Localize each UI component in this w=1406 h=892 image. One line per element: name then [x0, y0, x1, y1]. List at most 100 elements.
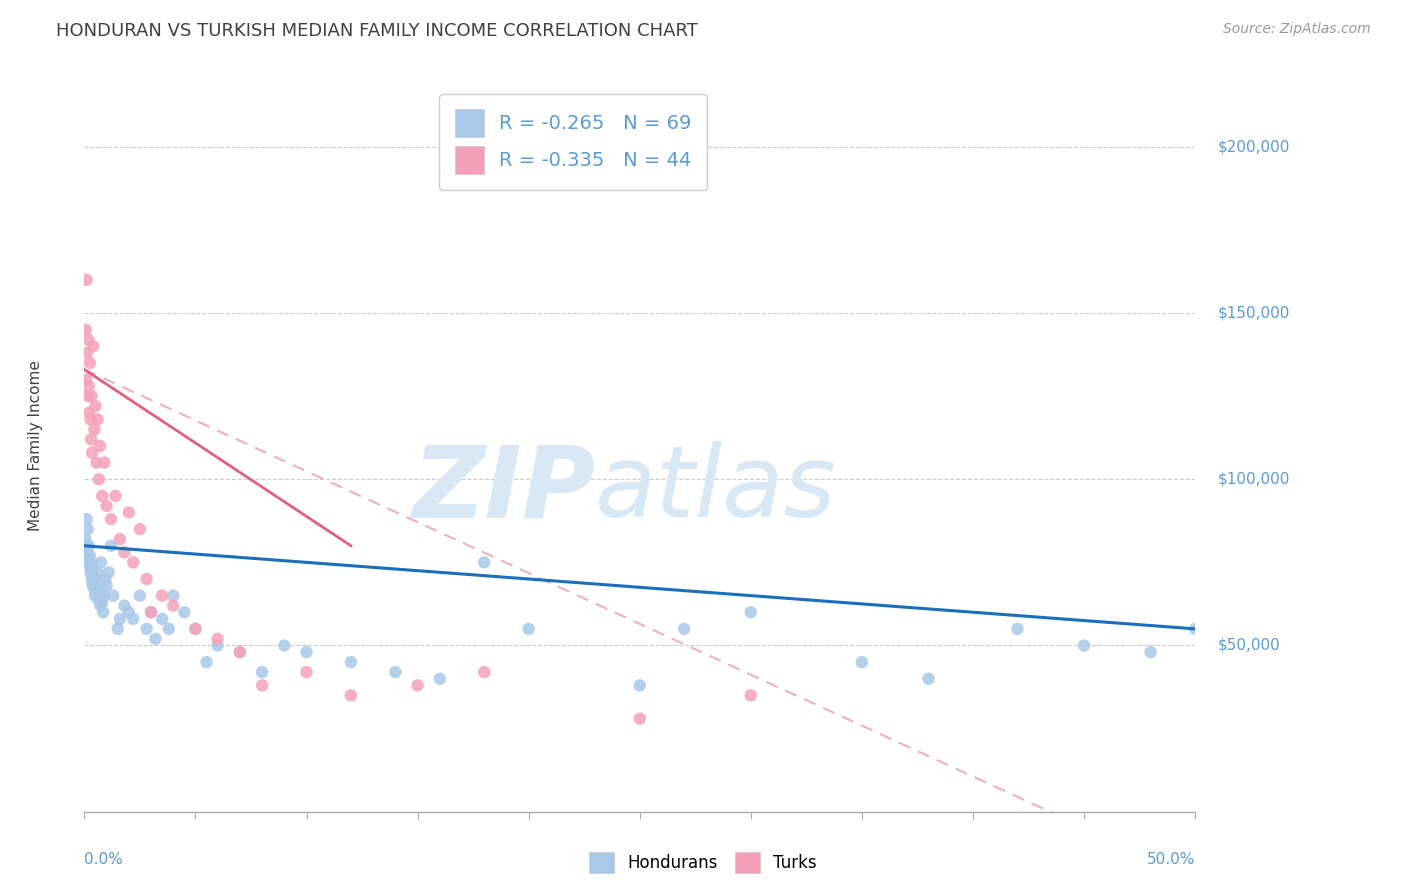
- Point: [295, 665, 318, 679]
- Point: [150, 612, 173, 626]
- Point: [87, 472, 110, 486]
- Text: 50.0%: 50.0%: [1147, 852, 1195, 867]
- Point: [76, 512, 98, 526]
- Point: [1007, 622, 1029, 636]
- Point: [82, 579, 104, 593]
- Point: [83, 422, 105, 436]
- Point: [82, 562, 104, 576]
- Point: [75, 372, 97, 386]
- Point: [1184, 622, 1206, 636]
- Text: HONDURAN VS TURKISH MEDIAN FAMILY INCOME CORRELATION CHART: HONDURAN VS TURKISH MEDIAN FAMILY INCOME…: [56, 22, 699, 40]
- Point: [184, 622, 207, 636]
- Text: $100,000: $100,000: [1218, 472, 1289, 487]
- Point: [122, 612, 145, 626]
- Point: [107, 622, 129, 636]
- Point: [162, 589, 184, 603]
- Point: [86, 579, 108, 593]
- Point: [80, 555, 103, 569]
- Point: [93, 589, 115, 603]
- Point: [89, 589, 111, 603]
- Point: [195, 655, 218, 669]
- Point: [97, 566, 120, 580]
- Point: [86, 566, 108, 580]
- Legend: R = -0.265   N = 69, R = -0.335   N = 44: R = -0.265 N = 69, R = -0.335 N = 44: [439, 94, 707, 189]
- Point: [77, 333, 100, 347]
- Point: [150, 589, 173, 603]
- Point: [103, 589, 125, 603]
- Text: $150,000: $150,000: [1218, 306, 1289, 320]
- Point: [94, 572, 117, 586]
- Point: [77, 379, 100, 393]
- Point: [87, 579, 110, 593]
- Point: [129, 522, 152, 536]
- Point: [250, 678, 273, 692]
- Point: [129, 589, 152, 603]
- Point: [108, 532, 131, 546]
- Point: [207, 639, 229, 653]
- Point: [75, 323, 97, 337]
- Point: [82, 339, 104, 353]
- Point: [80, 389, 103, 403]
- Point: [91, 605, 114, 619]
- Point: [87, 591, 110, 606]
- Point: [472, 665, 495, 679]
- Point: [628, 712, 651, 726]
- Point: [173, 605, 195, 619]
- Point: [406, 678, 429, 692]
- Point: [628, 678, 651, 692]
- Point: [157, 622, 180, 636]
- Point: [77, 539, 100, 553]
- Point: [84, 399, 107, 413]
- Point: [917, 672, 939, 686]
- Point: [76, 273, 98, 287]
- Point: [145, 632, 167, 646]
- Text: ZIP: ZIP: [412, 442, 595, 539]
- Point: [673, 622, 696, 636]
- Point: [84, 572, 107, 586]
- Point: [96, 499, 118, 513]
- Point: [84, 589, 107, 603]
- Point: [91, 595, 114, 609]
- Point: [79, 566, 101, 580]
- Point: [82, 445, 104, 459]
- Point: [77, 558, 100, 573]
- Text: $50,000: $50,000: [1218, 638, 1279, 653]
- Text: atlas: atlas: [595, 442, 837, 539]
- Point: [139, 605, 162, 619]
- Point: [82, 568, 104, 582]
- Point: [96, 579, 118, 593]
- Text: Source: ZipAtlas.com: Source: ZipAtlas.com: [1223, 22, 1371, 37]
- Point: [76, 389, 98, 403]
- Point: [77, 406, 100, 420]
- Point: [112, 599, 135, 613]
- Point: [112, 545, 135, 559]
- Point: [76, 346, 98, 360]
- Point: [80, 572, 103, 586]
- Point: [517, 622, 540, 636]
- Point: [89, 599, 111, 613]
- Point: [851, 655, 873, 669]
- Point: [139, 605, 162, 619]
- Point: [135, 622, 157, 636]
- Legend: Hondurans, Turks: Hondurans, Turks: [582, 846, 824, 880]
- Point: [229, 645, 252, 659]
- Point: [79, 412, 101, 426]
- Point: [340, 655, 363, 669]
- Point: [162, 599, 184, 613]
- Point: [86, 456, 108, 470]
- Point: [80, 433, 103, 447]
- Point: [429, 672, 451, 686]
- Point: [83, 575, 105, 590]
- Text: 0.0%: 0.0%: [84, 852, 124, 867]
- Point: [340, 689, 363, 703]
- Point: [1073, 639, 1095, 653]
- Point: [100, 539, 122, 553]
- Point: [86, 585, 108, 599]
- Point: [75, 539, 97, 553]
- Point: [76, 522, 98, 536]
- Point: [91, 489, 114, 503]
- Point: [250, 665, 273, 679]
- Point: [100, 512, 122, 526]
- Point: [122, 555, 145, 569]
- Point: [207, 632, 229, 646]
